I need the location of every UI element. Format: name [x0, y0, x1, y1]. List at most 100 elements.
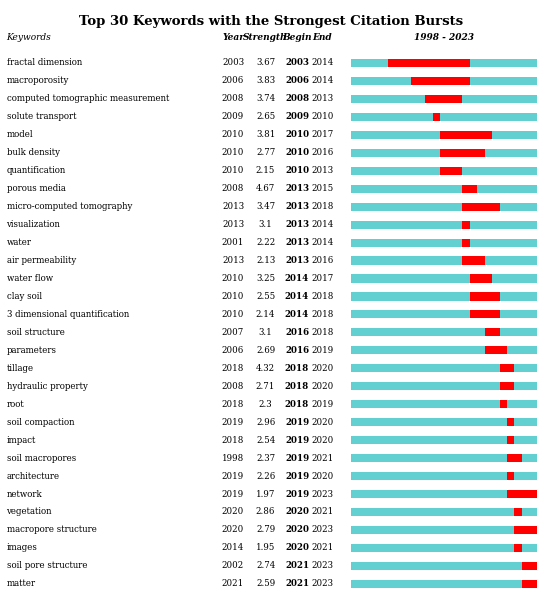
Text: 2018: 2018 [311, 310, 334, 319]
Text: macroporosity: macroporosity [7, 76, 69, 85]
Text: 2010: 2010 [222, 148, 244, 157]
Bar [485, 346, 507, 355]
Text: matter: matter [7, 580, 36, 589]
Text: 2021: 2021 [311, 544, 334, 553]
Text: images: images [7, 544, 37, 553]
Text: macropore structure: macropore structure [7, 526, 96, 535]
Text: 3.1: 3.1 [259, 328, 273, 337]
Text: micro-computed tomography: micro-computed tomography [7, 202, 132, 211]
Bar [470, 292, 500, 301]
Text: 2015: 2015 [311, 184, 334, 193]
Text: impact: impact [7, 436, 36, 445]
Text: 2.14: 2.14 [256, 310, 275, 319]
Bar [470, 310, 500, 319]
Text: 2008: 2008 [222, 94, 244, 103]
Bar [351, 526, 537, 534]
Text: 2.37: 2.37 [256, 454, 275, 463]
Text: 2014: 2014 [222, 544, 244, 553]
Text: 2019: 2019 [311, 400, 334, 409]
Text: 2013: 2013 [222, 256, 244, 265]
Text: 2023: 2023 [312, 526, 333, 535]
Text: air permeability: air permeability [7, 256, 76, 265]
Text: 2019: 2019 [285, 472, 309, 481]
Text: 2016: 2016 [285, 328, 309, 337]
Text: 3.25: 3.25 [256, 274, 275, 283]
Text: 2.96: 2.96 [256, 418, 275, 427]
Bar [462, 256, 485, 265]
Bar [507, 472, 514, 480]
Bar [433, 113, 440, 121]
Text: 2013: 2013 [285, 184, 309, 193]
Text: 4.32: 4.32 [256, 364, 275, 373]
Text: 2020: 2020 [285, 544, 309, 553]
Text: 2014: 2014 [311, 58, 334, 67]
Text: 2.13: 2.13 [256, 256, 275, 265]
Bar [522, 562, 537, 570]
Text: 2019: 2019 [285, 418, 309, 427]
Text: 2020: 2020 [222, 508, 244, 517]
Text: 2008: 2008 [222, 184, 244, 193]
Text: 1998 - 2023: 1998 - 2023 [414, 32, 474, 42]
Bar [462, 203, 500, 211]
Text: 3.1: 3.1 [259, 220, 273, 229]
Text: 2016: 2016 [311, 256, 334, 265]
Bar [500, 364, 514, 373]
Bar [351, 490, 537, 498]
Bar [351, 544, 537, 552]
Bar [440, 149, 485, 157]
Bar [507, 454, 522, 462]
Text: 2010: 2010 [285, 148, 309, 157]
Text: 2018: 2018 [285, 364, 309, 373]
Text: 2.77: 2.77 [256, 148, 275, 157]
Bar [351, 95, 537, 103]
Text: 2020: 2020 [311, 418, 334, 427]
Text: water: water [7, 238, 31, 247]
Bar [351, 436, 537, 444]
Text: 2.59: 2.59 [256, 580, 275, 589]
Bar [507, 418, 514, 426]
Bar [351, 508, 537, 516]
Text: 2016: 2016 [285, 346, 309, 355]
Text: 2010: 2010 [222, 130, 244, 139]
Text: 2021: 2021 [311, 454, 334, 463]
Text: 2021: 2021 [285, 580, 309, 589]
Text: 2010: 2010 [222, 274, 244, 283]
Text: 1998: 1998 [222, 454, 244, 463]
Text: 2014: 2014 [285, 310, 309, 319]
Text: 2.79: 2.79 [256, 526, 275, 535]
Text: 2021: 2021 [285, 562, 309, 571]
Bar [351, 167, 537, 175]
Text: 2018: 2018 [311, 328, 334, 337]
Text: 2019: 2019 [222, 418, 244, 427]
Text: 1.95: 1.95 [256, 544, 275, 553]
Text: 2013: 2013 [285, 220, 309, 229]
Text: computed tomographic measurement: computed tomographic measurement [7, 94, 169, 103]
Text: soil compaction: soil compaction [7, 418, 74, 427]
Text: 2023: 2023 [312, 562, 333, 571]
Bar [351, 274, 537, 283]
Bar [507, 490, 537, 498]
Bar [351, 185, 537, 193]
Text: 2021: 2021 [222, 580, 244, 589]
Text: Year: Year [222, 32, 244, 42]
Text: 2014: 2014 [285, 274, 309, 283]
Text: 3.67: 3.67 [256, 58, 275, 67]
Text: soil structure: soil structure [7, 328, 64, 337]
Text: soil pore structure: soil pore structure [7, 562, 87, 571]
Text: 2006: 2006 [222, 346, 244, 355]
Text: 3 dimensional quantification: 3 dimensional quantification [7, 310, 129, 319]
Bar [514, 508, 522, 516]
Text: network: network [7, 490, 42, 499]
Text: 2.55: 2.55 [256, 292, 275, 301]
Text: Strength: Strength [243, 32, 288, 42]
Text: quantification: quantification [7, 166, 66, 175]
Text: parameters: parameters [7, 346, 56, 355]
Text: 2.3: 2.3 [259, 400, 273, 409]
Text: 2018: 2018 [311, 292, 334, 301]
Text: 2.22: 2.22 [256, 238, 275, 247]
Bar [462, 221, 470, 229]
Text: 2013: 2013 [312, 166, 333, 175]
Bar [351, 149, 537, 157]
Text: architecture: architecture [7, 472, 60, 481]
Bar [425, 95, 462, 103]
